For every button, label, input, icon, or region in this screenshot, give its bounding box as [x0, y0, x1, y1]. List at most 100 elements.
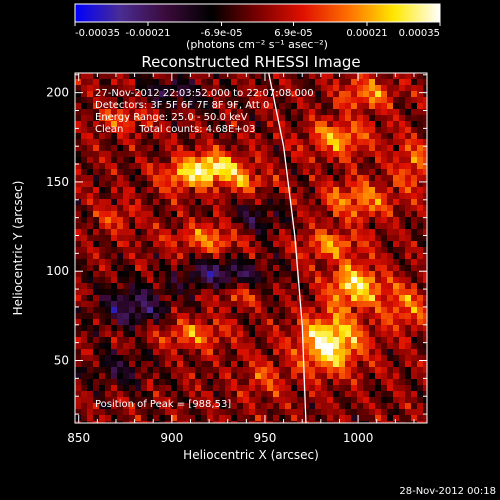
heatmap-cell	[141, 259, 148, 266]
heatmap-cell	[267, 181, 274, 188]
heatmap-cell	[231, 115, 238, 122]
heatmap-cell	[105, 85, 112, 92]
heatmap-cell	[147, 217, 154, 224]
heatmap-cell	[231, 283, 238, 290]
heatmap-cell	[195, 127, 202, 134]
heatmap-cell	[147, 271, 154, 278]
heatmap-cell	[291, 145, 298, 152]
heatmap-cell	[327, 199, 334, 206]
heatmap-cell	[231, 409, 238, 416]
heatmap-cell	[225, 97, 232, 104]
heatmap-cell	[291, 331, 298, 338]
heatmap-cell	[231, 73, 238, 80]
heatmap-cell	[219, 223, 226, 230]
heatmap-cell	[261, 415, 268, 422]
heatmap-cell	[189, 235, 196, 242]
heatmap-cell	[243, 301, 250, 308]
heatmap-cell	[249, 235, 256, 242]
heatmap-cell	[267, 115, 274, 122]
heatmap-cell	[123, 193, 130, 200]
heatmap-cell	[393, 205, 400, 212]
heatmap-cell	[255, 277, 262, 284]
heatmap-cell	[321, 151, 328, 158]
heatmap-cell	[129, 403, 136, 410]
heatmap-cell	[87, 157, 94, 164]
heatmap-cell	[123, 331, 130, 338]
heatmap-cell	[309, 415, 316, 422]
heatmap-cell	[345, 355, 352, 362]
heatmap-cell	[423, 79, 427, 86]
heatmap-cell	[345, 259, 352, 266]
heatmap-cell	[321, 349, 328, 356]
heatmap-cell	[327, 331, 334, 338]
heatmap-cell	[189, 97, 196, 104]
heatmap-cell	[213, 127, 220, 134]
heatmap-cell	[201, 187, 208, 194]
heatmap-cell	[393, 97, 400, 104]
heatmap-cell	[105, 157, 112, 164]
heatmap-cell	[345, 253, 352, 260]
heatmap-cell	[207, 199, 214, 206]
heatmap-cell	[273, 229, 280, 236]
heatmap-cell	[357, 187, 364, 194]
heatmap-cell	[327, 103, 334, 110]
heatmap-cell	[357, 199, 364, 206]
heatmap-cell	[381, 253, 388, 260]
heatmap-cell	[207, 229, 214, 236]
heatmap-cell	[423, 73, 427, 80]
heatmap-cell	[303, 361, 310, 368]
heatmap-cell	[129, 415, 136, 422]
heatmap-cell	[309, 343, 316, 350]
heatmap-cell	[333, 229, 340, 236]
heatmap-cell	[351, 289, 358, 296]
heatmap-cell	[207, 313, 214, 320]
heatmap-cell	[381, 373, 388, 380]
heatmap-cell	[345, 361, 352, 368]
heatmap-cell	[309, 349, 316, 356]
heatmap-cell	[93, 163, 100, 170]
heatmap-cell	[213, 133, 220, 140]
heatmap-cell	[297, 409, 304, 416]
heatmap-cell	[81, 211, 88, 218]
heatmap-cell	[81, 385, 88, 392]
heatmap-cell	[309, 391, 316, 398]
heatmap-cell	[141, 91, 148, 98]
heatmap-cell	[375, 283, 382, 290]
heatmap-cell	[105, 331, 112, 338]
heatmap-cell	[105, 361, 112, 368]
heatmap-cell	[123, 109, 130, 116]
heatmap-cell	[273, 253, 280, 260]
heatmap-cell	[183, 301, 190, 308]
heatmap-cell	[423, 331, 427, 338]
heatmap-cell	[171, 307, 178, 314]
heatmap-cell	[231, 385, 238, 392]
heatmap-cell	[93, 403, 100, 410]
heatmap-cell	[117, 301, 124, 308]
heatmap-cell	[183, 397, 190, 404]
heatmap-cell	[345, 409, 352, 416]
heatmap-cell	[363, 229, 370, 236]
heatmap-cell	[135, 421, 142, 423]
heatmap-cell	[321, 307, 328, 314]
heatmap-cell	[117, 115, 124, 122]
heatmap-cell	[267, 199, 274, 206]
heatmap-cell	[369, 91, 376, 98]
heatmap-cell	[213, 229, 220, 236]
heatmap-cell	[417, 199, 424, 206]
heatmap-cell	[135, 247, 142, 254]
heatmap-cell	[93, 415, 100, 422]
heatmap-cell	[75, 121, 82, 128]
heatmap-cell	[75, 301, 82, 308]
heatmap-cell	[135, 325, 142, 332]
heatmap-cell	[81, 301, 88, 308]
heatmap-cell	[387, 139, 394, 146]
heatmap-cell	[339, 217, 346, 224]
heatmap-cell	[147, 283, 154, 290]
heatmap-cell	[387, 73, 394, 80]
heatmap-cell	[237, 235, 244, 242]
heatmap-cell	[123, 133, 130, 140]
heatmap-cell	[75, 373, 82, 380]
heatmap-cell	[75, 193, 82, 200]
heatmap-cell	[309, 307, 316, 314]
